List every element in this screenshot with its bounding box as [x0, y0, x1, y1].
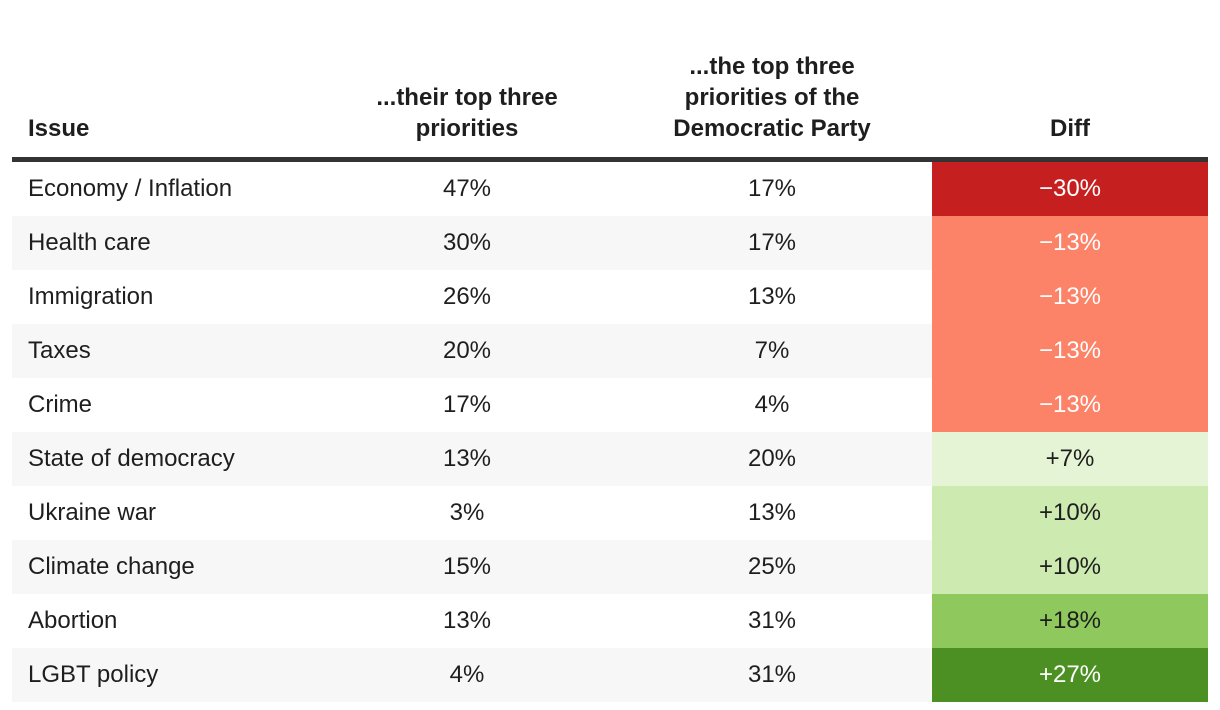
issue-cell: Abortion	[28, 607, 118, 634]
table-row: Ukraine war 3% 13% +10%	[12, 486, 1208, 540]
own-priority-cell: 15%	[442, 553, 492, 580]
dem-priority-cell: 20%	[747, 445, 797, 472]
issue-cell: Economy / Inflation	[28, 175, 233, 202]
table-row: Immigration 26% 13% −13%	[12, 270, 1208, 324]
issue-cell: Health care	[28, 229, 151, 256]
dem-priority-cell: 7%	[754, 337, 790, 364]
dem-priority-cell: 31%	[747, 607, 797, 634]
table-row: Climate change 15% 25% +10%	[12, 540, 1208, 594]
column-header-own-priorities-label: ...their top three priorities	[376, 84, 558, 142]
column-header-diff-label: Diff	[1050, 115, 1090, 142]
own-priority-cell: 13%	[442, 445, 492, 472]
own-priority-cell: 20%	[442, 337, 492, 364]
table-body: Economy / Inflation 47% 17% −30% Health …	[12, 162, 1208, 702]
dem-priority-cell: 13%	[747, 283, 797, 310]
diff-cell: −30%	[932, 162, 1208, 216]
diff-cell: +18%	[932, 594, 1208, 648]
table-row: Economy / Inflation 47% 17% −30%	[12, 162, 1208, 216]
table-row: Abortion 13% 31% +18%	[12, 594, 1208, 648]
diff-cell: −13%	[932, 324, 1208, 378]
column-header-issue: Issue	[12, 113, 322, 157]
dem-priority-cell: 31%	[747, 661, 797, 688]
table-row: Health care 30% 17% −13%	[12, 216, 1208, 270]
column-header-dem-priorities-label: ...the top three priorities of the Democ…	[673, 53, 871, 142]
issue-cell: State of democracy	[28, 445, 235, 472]
diff-cell: −13%	[932, 378, 1208, 432]
own-priority-cell: 13%	[442, 607, 492, 634]
table-row: Taxes 20% 7% −13%	[12, 324, 1208, 378]
column-header-issue-label: Issue	[28, 115, 90, 142]
own-priority-cell: 26%	[442, 283, 492, 310]
issue-cell: Taxes	[28, 337, 91, 364]
own-priority-cell: 3%	[449, 499, 485, 526]
own-priority-cell: 47%	[442, 175, 492, 202]
dem-priority-cell: 4%	[754, 391, 790, 418]
own-priority-cell: 30%	[442, 229, 492, 256]
issue-cell: Immigration	[28, 283, 154, 310]
table-row: Crime 17% 4% −13%	[12, 378, 1208, 432]
diff-cell: +10%	[932, 486, 1208, 540]
column-header-diff: Diff	[932, 113, 1208, 157]
dem-priority-cell: 17%	[747, 175, 797, 202]
dem-priority-cell: 13%	[747, 499, 797, 526]
column-header-own-priorities: ...their top three priorities	[322, 82, 612, 157]
own-priority-cell: 17%	[442, 391, 492, 418]
own-priority-cell: 4%	[449, 661, 485, 688]
table-header: Issue ...their top three priorities ...t…	[12, 0, 1208, 157]
table-row: LGBT policy 4% 31% +27%	[12, 648, 1208, 702]
dem-priority-cell: 17%	[747, 229, 797, 256]
diff-cell: +27%	[932, 648, 1208, 702]
issue-cell: LGBT policy	[28, 661, 159, 688]
header-rule	[12, 157, 1208, 162]
diff-cell: +10%	[932, 540, 1208, 594]
table-row: State of democracy 13% 20% +7%	[12, 432, 1208, 486]
issue-cell: Climate change	[28, 553, 195, 580]
diff-cell: +7%	[932, 432, 1208, 486]
column-header-dem-priorities: ...the top three priorities of the Democ…	[612, 51, 932, 157]
issue-cell: Ukraine war	[28, 499, 157, 526]
issue-cell: Crime	[28, 391, 92, 418]
diff-cell: −13%	[932, 270, 1208, 324]
dem-priority-cell: 25%	[747, 553, 797, 580]
data-table: Issue ...their top three priorities ...t…	[12, 0, 1208, 702]
diff-cell: −13%	[932, 216, 1208, 270]
